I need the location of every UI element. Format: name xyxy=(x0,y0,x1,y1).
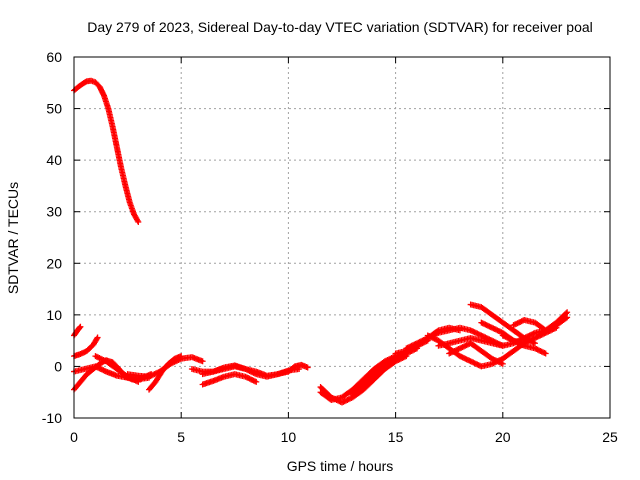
y-tick-label: 20 xyxy=(46,255,62,271)
data-point xyxy=(253,378,260,385)
x-tick-label: 25 xyxy=(602,429,618,445)
data-point xyxy=(94,334,101,341)
x-tick-label: 15 xyxy=(388,429,404,445)
x-tick-label: 5 xyxy=(177,429,185,445)
data-points xyxy=(71,77,571,406)
x-axis-label: GPS time / hours xyxy=(287,458,394,474)
x-tick-label: 20 xyxy=(495,429,511,445)
series-arc24 xyxy=(499,324,560,347)
plot-frame xyxy=(73,56,611,419)
y-axis-label: SDTVAR / TECUs xyxy=(5,182,21,294)
data-point xyxy=(553,324,560,331)
series-arc12 xyxy=(285,361,311,375)
series-arc8 xyxy=(146,353,185,393)
data-point xyxy=(93,335,100,342)
data-point xyxy=(542,350,549,357)
data-point xyxy=(304,364,311,371)
data-point xyxy=(563,310,570,317)
y-tick-label: 40 xyxy=(46,152,62,168)
y-tick-label: 10 xyxy=(46,307,62,323)
data-point xyxy=(199,358,206,365)
tick-marks xyxy=(73,56,611,419)
data-point xyxy=(564,309,571,316)
series-arc23 xyxy=(510,309,571,334)
x-tick-label: 10 xyxy=(281,429,297,445)
data-point xyxy=(76,324,83,331)
series-arc10 xyxy=(199,362,303,380)
y-tick-label: 50 xyxy=(46,101,62,117)
data-point xyxy=(434,328,441,335)
data-point xyxy=(135,219,142,226)
data-point xyxy=(531,340,538,347)
data-point xyxy=(134,217,141,224)
data-point xyxy=(178,353,185,360)
data-point xyxy=(564,314,571,321)
data-point xyxy=(456,327,463,334)
x-tick-labels: 0 5 10 15 20 25 xyxy=(70,429,618,445)
y-tick-label: 0 xyxy=(54,358,62,374)
grid xyxy=(74,57,610,418)
y-tick-labels: -10 0 10 20 30 40 50 60 xyxy=(42,49,62,426)
y-tick-label: 30 xyxy=(46,204,62,220)
y-tick-label: -10 xyxy=(42,410,62,426)
series-arc1 xyxy=(71,77,142,226)
data-point xyxy=(135,378,142,385)
y-tick-label: 60 xyxy=(46,49,62,65)
data-point xyxy=(499,360,506,367)
data-point xyxy=(77,323,84,330)
series-arc22 xyxy=(392,324,463,357)
chart-title: Day 279 of 2023, Sidereal Day-to-day VTE… xyxy=(87,19,593,35)
x-tick-label: 0 xyxy=(70,429,78,445)
series-arc2 xyxy=(71,323,84,339)
series-arc19 xyxy=(467,301,538,347)
series-arc21 xyxy=(446,340,506,367)
series-arc11 xyxy=(199,371,260,388)
